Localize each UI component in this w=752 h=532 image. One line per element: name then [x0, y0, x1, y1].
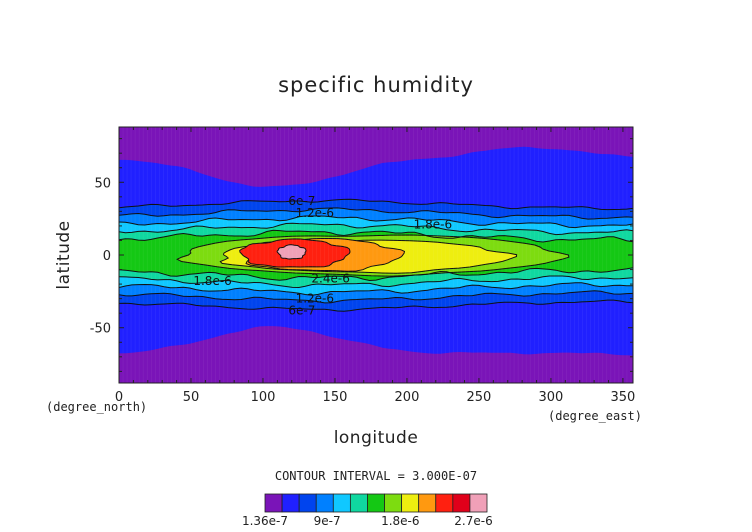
y-tick-label: 50 — [94, 176, 111, 191]
colorbar-swatch — [264, 493, 283, 513]
contour-line-north-1 — [119, 207, 633, 220]
y-tick-label: 0 — [103, 249, 111, 264]
colorbar-tick-label: 1.36e-7 — [242, 514, 288, 528]
x-tick-label: 250 — [467, 390, 492, 405]
colorbar: 1.36e-7 9e-7 1.8e-6 2.7e-6 — [242, 493, 493, 528]
colorbar-swatch — [418, 493, 437, 513]
colorbar-swatch — [469, 493, 488, 513]
contour-line-north-4 — [119, 229, 633, 243]
colorbar-swatch — [349, 493, 368, 513]
colorbar-swatch — [281, 493, 300, 513]
x-axis-label: longitude — [334, 428, 419, 448]
colorbar-swatch — [452, 493, 471, 513]
y-tick-label: -50 — [90, 322, 111, 337]
contour-label: 1.2e-6 — [296, 292, 334, 306]
colorbar-swatch — [401, 493, 420, 513]
colorbar-tick-label: 2.7e-6 — [454, 514, 492, 528]
x-tick-label: 200 — [395, 390, 420, 405]
colorbar-swatch — [315, 493, 334, 513]
contour-line-south-0 — [119, 299, 633, 312]
contour-label: 2.4e-6 — [311, 271, 349, 285]
x-tick-label: 350 — [611, 390, 636, 405]
colorbar-swatch — [367, 493, 385, 513]
contour-label: 1.2e-6 — [296, 206, 334, 220]
contour-label: 6e-7 — [288, 194, 315, 208]
y-axis-ticks: -50 0 50 — [90, 138, 633, 372]
contour-label: 1.8e-6 — [414, 217, 452, 231]
blob-pink — [276, 244, 307, 260]
colorbar-swatch — [298, 493, 317, 513]
x-tick-label: 0 — [115, 390, 123, 405]
contour-line-north-0 — [119, 198, 633, 211]
y-unit-label: (degree_north) — [46, 400, 147, 414]
contour-line-south-2 — [119, 282, 633, 296]
colorbar-swatch — [435, 493, 454, 513]
x-tick-label: 50 — [183, 390, 200, 405]
contour-line-south-4 — [119, 267, 633, 282]
colorbar-tick-label: 1.8e-6 — [381, 514, 419, 528]
colorbar-swatch — [332, 493, 351, 513]
contour-lines — [119, 198, 633, 312]
x-unit-label: (degree_east) — [548, 409, 642, 423]
contour-label: 6e-7 — [288, 303, 315, 317]
contour-bands — [119, 127, 633, 383]
x-tick-label: 150 — [323, 390, 348, 405]
x-axis-ticks: 0 50 100 150 200 250 300 350 — [115, 127, 635, 405]
contour-label: 1.8e-6 — [193, 274, 231, 288]
colorbar-swatch — [384, 493, 403, 513]
x-tick-label: 300 — [539, 390, 564, 405]
x-tick-label: 100 — [251, 390, 276, 405]
contour-line-north-2 — [119, 215, 633, 229]
y-axis-label: latitude — [54, 220, 74, 289]
chart-title: specific humidity — [278, 73, 474, 97]
colorbar-tick-label: 9e-7 — [314, 514, 341, 528]
contour-label-group: 6e-71.2e-61.8e-61.8e-6 2.4e-61.2e-66e-7 — [193, 194, 452, 317]
contour-line-north-3 — [119, 222, 633, 236]
contour-interval-text: CONTOUR INTERVAL = 3.000E-07 — [275, 469, 477, 483]
contour-line-south-1 — [119, 290, 633, 304]
contour-line-south-3 — [119, 275, 633, 289]
